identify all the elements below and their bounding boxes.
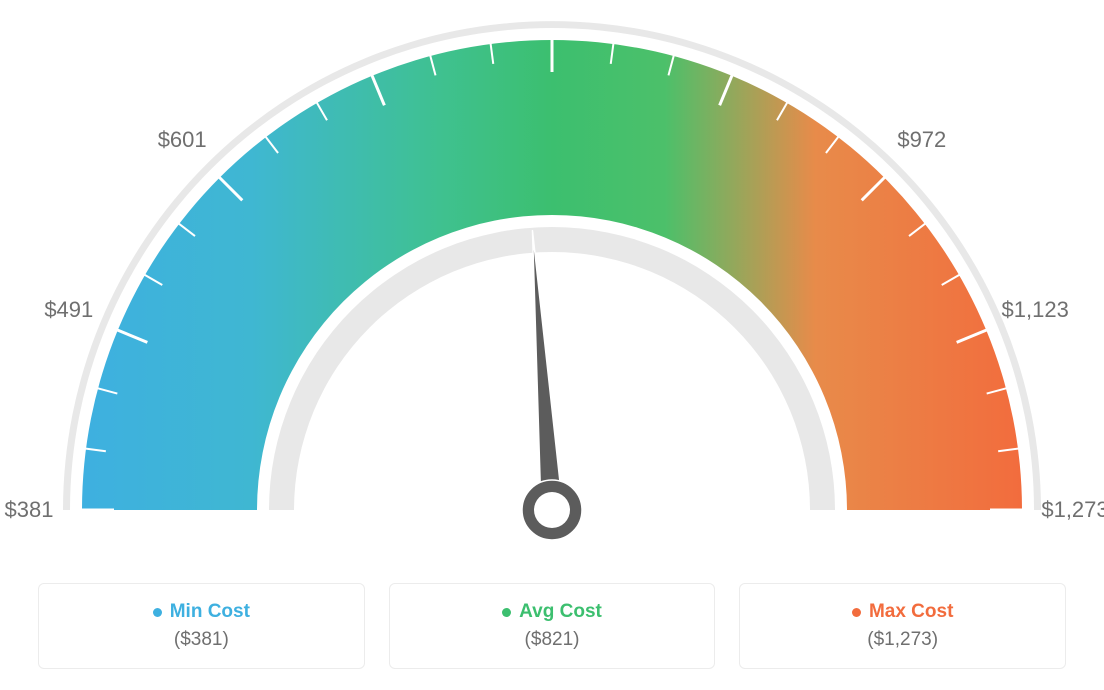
gauge-tick-label: $1,273 [1041,497,1104,523]
legend-label-avg: Avg Cost [519,601,602,623]
cost-gauge-chart: $381$491$601$821$972$1,123$1,273 Min Cos… [0,0,1104,690]
legend-value-max: ($1,273) [867,629,938,651]
gauge-tick-label: $491 [44,297,93,323]
legend-title-max: Max Cost [852,601,953,623]
legend-title-min: Min Cost [153,601,250,623]
legend-title-avg: Avg Cost [502,601,602,623]
legend-value-min: ($381) [174,629,229,651]
legend-label-min: Min Cost [170,601,250,623]
legend-value-avg: ($821) [525,629,580,651]
gauge-tick-label: $972 [897,127,946,153]
legend-dot-min [153,608,162,617]
legend-card-max: Max Cost ($1,273) [739,583,1066,669]
legend-card-avg: Avg Cost ($821) [389,583,716,669]
legend-row: Min Cost ($381) Avg Cost ($821) Max Cost… [38,583,1066,669]
gauge-area: $381$491$601$821$972$1,123$1,273 [0,0,1104,560]
gauge-tick-label: $1,123 [1002,297,1069,323]
gauge-tick-label: $381 [5,497,54,523]
legend-label-max: Max Cost [869,601,953,623]
legend-card-min: Min Cost ($381) [38,583,365,669]
legend-dot-avg [502,608,511,617]
legend-dot-max [852,608,861,617]
gauge-svg [0,0,1104,560]
gauge-tick-label: $601 [158,127,207,153]
